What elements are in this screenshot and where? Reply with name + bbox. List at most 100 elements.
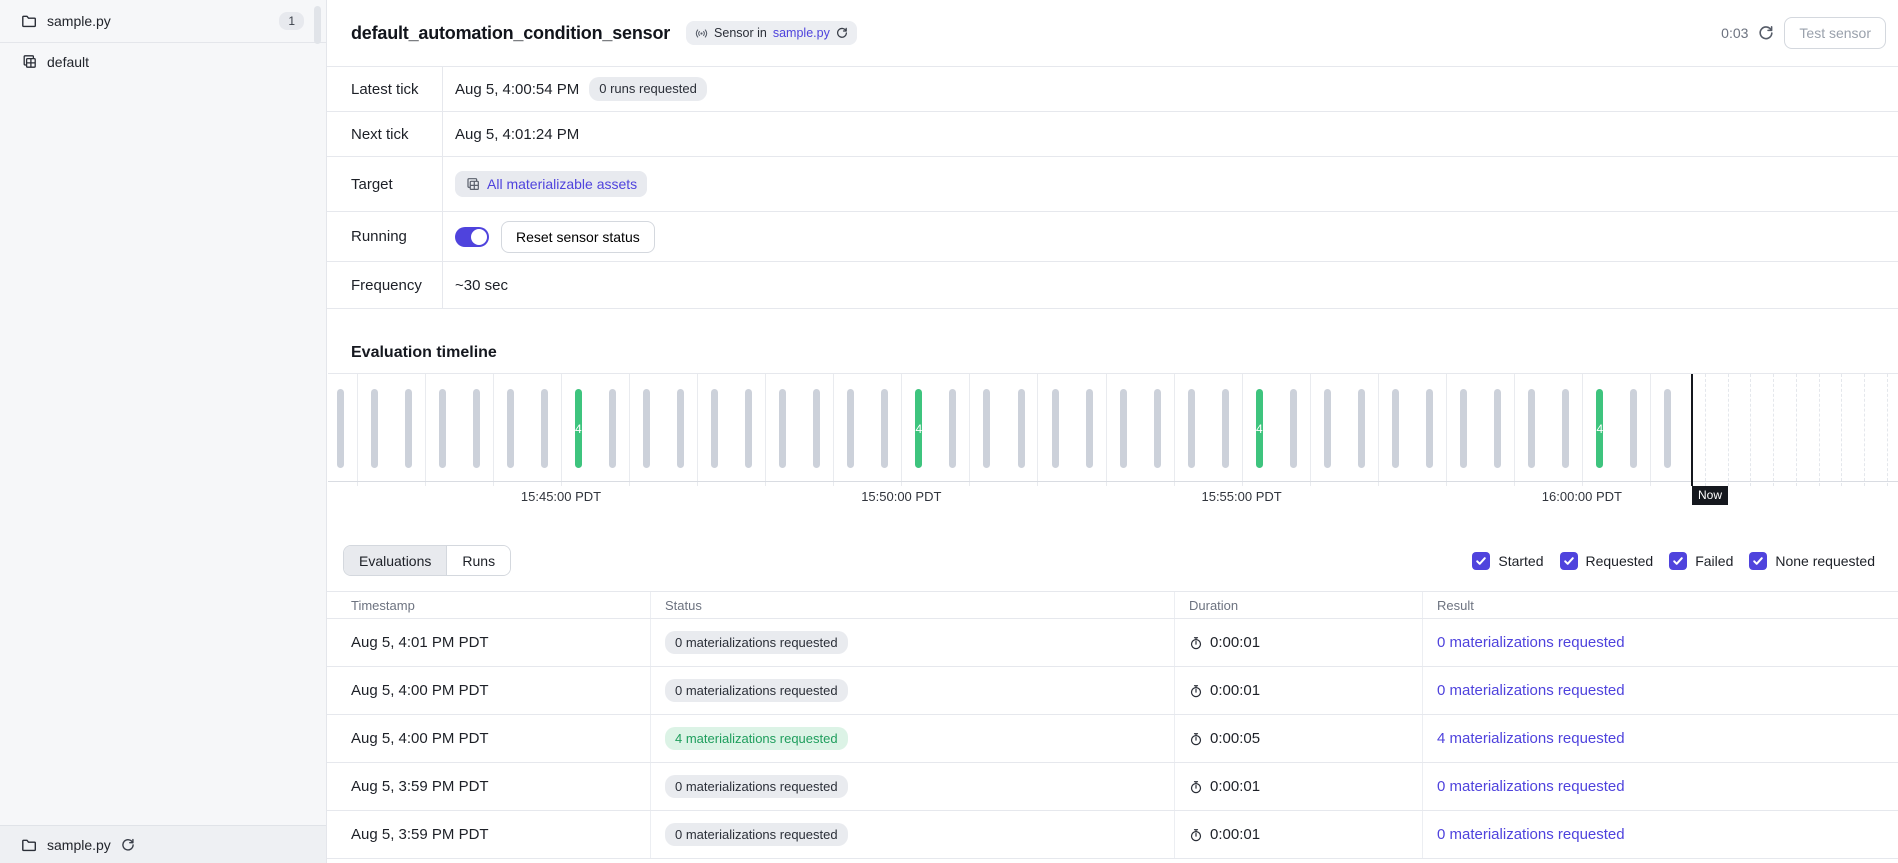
tab-runs[interactable]: Runs [447,546,510,575]
sidebar-scrollbar-thumb[interactable] [314,6,321,44]
tick-bar-count: 4 [1596,389,1603,468]
tick-bar[interactable] [711,389,718,468]
timeline-gridline [357,374,358,486]
timeline-gridline [1514,374,1515,486]
tick-bar[interactable] [1052,389,1059,468]
tick-bar[interactable] [881,389,888,468]
tick-bar[interactable] [473,389,480,468]
stopwatch-icon [1189,780,1203,794]
tick-bar[interactable] [1120,389,1127,468]
timeline-gridline [629,374,630,486]
tick-bar[interactable] [1630,389,1637,468]
tick-bar[interactable] [1460,389,1467,468]
tick-bar-requested[interactable]: 4 [1256,389,1263,468]
tick-bar[interactable] [677,389,684,468]
tick-bar[interactable] [1528,389,1535,468]
checkbox-checked[interactable] [1472,552,1490,570]
layered-squares-icon [21,54,37,70]
filter-started[interactable]: Started [1472,552,1543,570]
target-assets-pill[interactable]: All materializable assets [455,171,647,197]
target-assets-link[interactable]: All materializable assets [487,176,637,192]
tick-bar[interactable] [983,389,990,468]
tick-bar[interactable] [337,389,344,468]
tick-bar[interactable] [1664,389,1671,468]
tick-bar-requested[interactable]: 4 [1596,389,1603,468]
tick-bar[interactable] [609,389,616,468]
result-link[interactable]: 0 materializations requested [1437,778,1625,795]
tick-bar[interactable] [1154,389,1161,468]
tick-bar[interactable] [1562,389,1569,468]
table-row: Aug 5, 3:59 PM PDT 0 materializations req… [327,763,1898,811]
tick-bar[interactable] [949,389,956,468]
filter-requested[interactable]: Requested [1560,552,1654,570]
tick-bar[interactable] [541,389,548,468]
status-pill: 0 materializations requested [665,679,848,703]
filter-failed[interactable]: Failed [1669,552,1733,570]
timeline-gridline [1650,374,1651,486]
tick-bar[interactable] [405,389,412,468]
filter-label: None requested [1775,553,1875,569]
evaluation-timestamp: Aug 5, 3:59 PM PDT [327,763,650,810]
evaluation-timestamp: Aug 5, 4:00 PM PDT [327,667,650,714]
timeline-gridline [561,374,562,486]
checkbox-checked[interactable] [1560,552,1578,570]
sidebar-footer-code-location[interactable]: sample.py [0,825,326,863]
tick-bar[interactable] [745,389,752,468]
tick-bar[interactable] [439,389,446,468]
folder-icon [21,837,37,853]
refresh-icon[interactable] [1758,25,1774,41]
running-toggle[interactable] [455,227,489,247]
tick-bar[interactable] [1358,389,1365,468]
tick-bar[interactable] [1188,389,1195,468]
tab-evaluations[interactable]: Evaluations [344,546,447,575]
filter-checkboxes: Started Requested Failed [1472,552,1875,570]
tick-bar[interactable] [813,389,820,468]
sensor-tag-file-link[interactable]: sample.py [773,26,830,40]
status-pill: 0 materializations requested [665,775,848,799]
evaluation-timeline-heading: Evaluation timeline [351,344,497,362]
tick-bar[interactable] [1324,389,1331,468]
tick-bar[interactable] [1494,389,1501,468]
evaluations-table-body: Aug 5, 4:01 PM PDT0 materializations req… [327,619,1898,859]
reset-sensor-status-button[interactable]: Reset sensor status [501,221,655,253]
refresh-icon[interactable] [836,27,848,39]
tick-bar[interactable] [847,389,854,468]
duration-value: 0:00:05 [1210,730,1260,747]
duration-value: 0:00:01 [1210,682,1260,699]
tick-bar[interactable] [643,389,650,468]
tick-bar[interactable] [371,389,378,468]
tick-bar[interactable] [1086,389,1093,468]
timeline-gridline [1378,374,1379,486]
result-link[interactable]: 4 materializations requested [1437,730,1625,747]
tick-bar[interactable] [1392,389,1399,468]
tick-bar[interactable] [1018,389,1025,468]
sidebar-item-sample-py[interactable]: sample.py 1 [0,0,326,43]
checkmark-icon [1563,555,1575,567]
now-marker-line [1691,374,1693,486]
tick-bar[interactable] [1426,389,1433,468]
tick-bar-requested[interactable]: 4 [575,389,582,468]
tick-bar[interactable] [1222,389,1229,468]
column-header-status: Status [650,592,1174,618]
evaluations-table-header: Timestamp Status Duration Result [327,591,1898,619]
result-link[interactable]: 0 materializations requested [1437,634,1625,651]
evaluations-table: Timestamp Status Duration Result Aug 5, … [327,591,1898,859]
tick-bar-requested[interactable]: 4 [915,389,922,468]
checkbox-checked[interactable] [1749,552,1767,570]
tick-bar[interactable] [1290,389,1297,468]
timeline-gridline-future [1841,374,1842,486]
refresh-icon[interactable] [121,838,135,852]
stopwatch-icon [1189,828,1203,842]
evaluation-result-cell: 0 materializations requested [1422,667,1898,714]
result-link[interactable]: 0 materializations requested [1437,826,1625,843]
sidebar-item-default-group[interactable]: default [0,43,326,81]
timeline-gridline-future [1864,374,1865,486]
tick-bar[interactable] [779,389,786,468]
filter-none-requested[interactable]: None requested [1749,552,1875,570]
detail-label: Latest tick [327,67,443,111]
tick-bar[interactable] [507,389,514,468]
checkbox-checked[interactable] [1669,552,1687,570]
duration-value: 0:00:01 [1210,826,1260,843]
result-link[interactable]: 0 materializations requested [1437,682,1625,699]
test-sensor-button[interactable]: Test sensor [1784,17,1886,49]
